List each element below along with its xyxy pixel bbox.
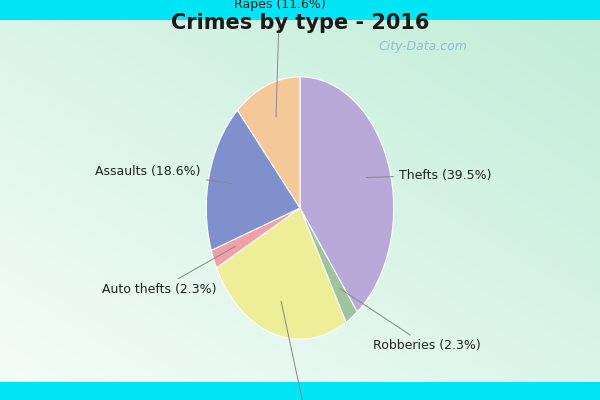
Text: Rapes (11.6%): Rapes (11.6%) bbox=[233, 0, 325, 117]
Text: City-Data.com: City-Data.com bbox=[378, 40, 467, 53]
Text: Assaults (18.6%): Assaults (18.6%) bbox=[95, 165, 232, 184]
Wedge shape bbox=[217, 208, 346, 339]
Title: Crimes by type - 2016: Crimes by type - 2016 bbox=[171, 13, 429, 33]
Wedge shape bbox=[206, 110, 300, 250]
Text: Auto thefts (2.3%): Auto thefts (2.3%) bbox=[102, 246, 235, 296]
Wedge shape bbox=[211, 208, 300, 268]
Text: Robberies (2.3%): Robberies (2.3%) bbox=[340, 288, 481, 352]
Wedge shape bbox=[238, 77, 300, 208]
Wedge shape bbox=[300, 208, 357, 322]
Text: Burglaries (25.6%): Burglaries (25.6%) bbox=[246, 301, 363, 400]
Wedge shape bbox=[300, 77, 394, 312]
Text: Thefts (39.5%): Thefts (39.5%) bbox=[367, 169, 491, 182]
